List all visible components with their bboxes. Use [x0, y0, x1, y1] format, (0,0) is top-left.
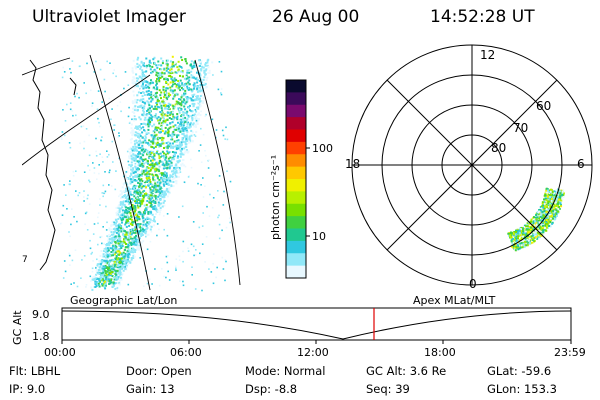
grid-line [194, 59, 241, 286]
info-glon: GLon: 153.3 [487, 382, 557, 396]
colorbar-segment [286, 80, 306, 93]
altitude-ytick-9: 9.0 [32, 308, 50, 321]
info-glat: GLat: -59.6 [487, 364, 552, 378]
info-gc-alt: GC Alt: 3.6 Re [366, 364, 447, 378]
xtick-0000: 00:00 [44, 346, 76, 359]
coastline [29, 59, 77, 271]
colorbar-segment [286, 240, 306, 254]
grid-line [22, 57, 71, 76]
altitude-curve [61, 310, 572, 340]
xtick-0600: 06:00 [170, 346, 202, 359]
colorbar-segment [286, 179, 306, 192]
colorbar-segment [286, 166, 306, 180]
colorbar-segment [286, 117, 306, 131]
mlt-label-12: 12 [480, 48, 495, 62]
mlt-label-18: 18 [345, 157, 360, 171]
info-mode: Mode: Normal [245, 364, 326, 378]
apex-label: Apex MLat/MLT [413, 294, 496, 307]
instrument-title: Ultraviolet Imager [32, 7, 186, 27]
colorbar-segment [286, 216, 306, 230]
xtick-1800: 18:00 [424, 346, 456, 359]
info-seq: Seq: 39 [366, 382, 410, 396]
colorbar-segment [286, 228, 306, 242]
xtick-2359: 23:59 [554, 346, 586, 359]
mlt-label-6: 6 [577, 157, 585, 171]
colorbar: 100 10 photon cm⁻²s⁻¹ [269, 79, 333, 279]
info-ip: IP: 9.0 [9, 382, 46, 396]
colorbar-segment [286, 253, 306, 267]
mlt-label-0: 0 [469, 277, 477, 291]
info-gain: Gain: 13 [126, 382, 175, 396]
info-filter: Flt: LBHL [9, 364, 61, 378]
grid-line [89, 54, 151, 291]
colorbar-unit-label: photon cm⁻²s⁻¹ [269, 155, 282, 240]
colorbar-segment [286, 92, 306, 106]
geographic-image [22, 54, 241, 292]
info-dsp: Dsp: -8.8 [245, 382, 298, 396]
xtick-1200: 12:00 [297, 346, 329, 359]
colorbar-segment [286, 129, 306, 143]
geographic-label: Geographic Lat/Lon [70, 294, 177, 307]
colorbar-segment [286, 154, 306, 168]
coast-marker: 7 [22, 255, 28, 265]
grid-line [22, 74, 151, 166]
colorbar-segment [286, 191, 306, 205]
info-door: Door: Open [126, 364, 192, 378]
lat-label-70: 70 [513, 121, 528, 135]
altitude-ytick-1: 1.8 [32, 330, 50, 343]
colorbar-segment [286, 141, 306, 155]
time-label: 14:52:28 UT [430, 7, 535, 27]
colorbar-tick-10: 10 [312, 230, 326, 243]
lat-label-60: 60 [536, 99, 551, 113]
date-label: 26 Aug 00 [272, 7, 360, 27]
lat-label-80: 80 [491, 141, 506, 155]
colorbar-segment [286, 203, 306, 217]
polar-plot: 12 18 6 0 60 70 80 [345, 44, 593, 291]
altitude-plot: 9.0 1.8 GC Alt [11, 307, 572, 345]
colorbar-segment [286, 265, 306, 279]
colorbar-tick-100: 100 [312, 142, 333, 155]
altitude-ylabel: GC Alt [11, 310, 24, 345]
colorbar-segment [286, 104, 306, 118]
